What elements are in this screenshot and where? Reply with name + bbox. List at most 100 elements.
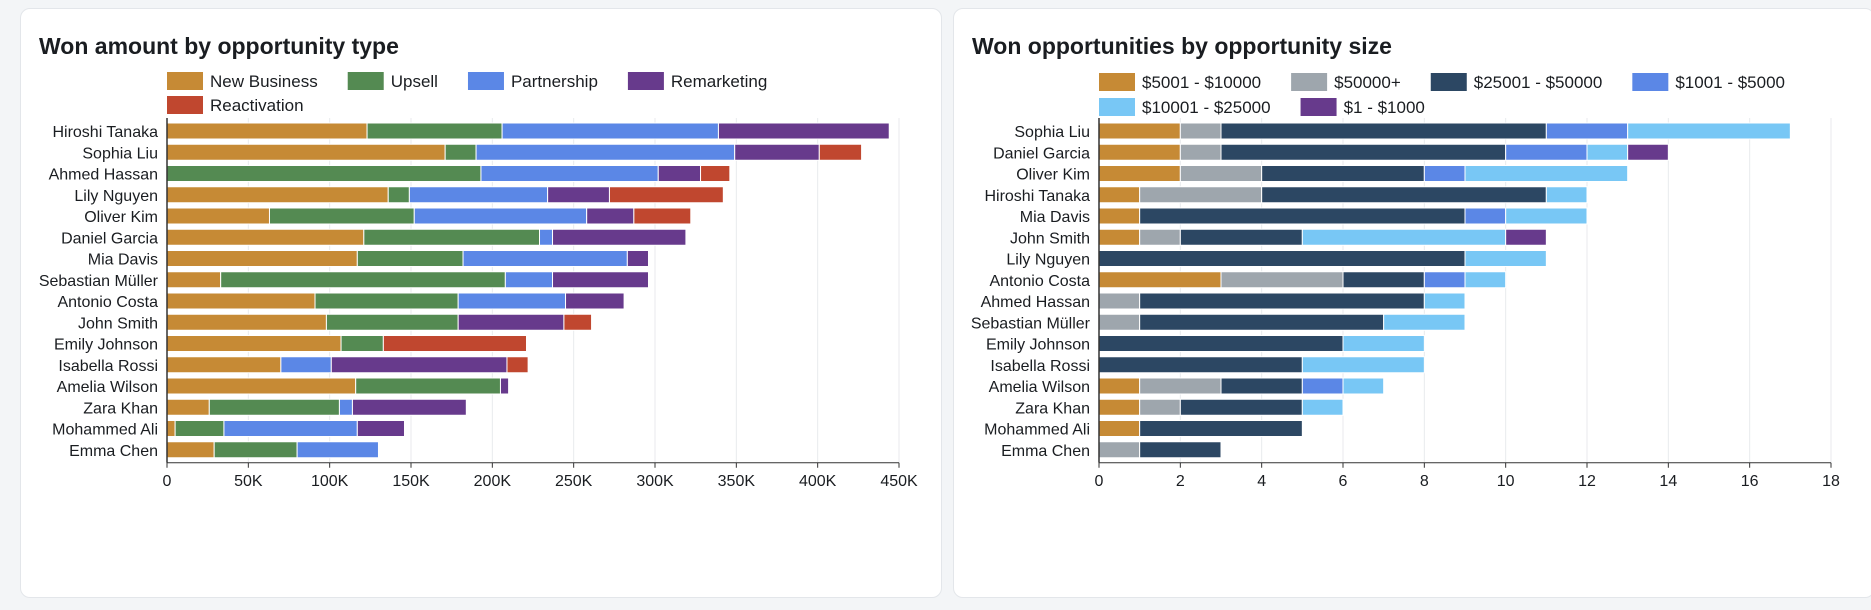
bar-50000 (1179, 165, 1263, 182)
bar-partnership (223, 420, 358, 437)
bar-upsell (444, 143, 477, 161)
category-label: Mia Davis (88, 252, 158, 269)
bar-upsell (268, 207, 415, 225)
bar-5001-10000 (1098, 122, 1181, 140)
won-amount-chart: New Business Upsell Partnership Remarketing… (39, 72, 918, 490)
bar-upsell (166, 165, 482, 182)
bar-50000 (1139, 228, 1181, 246)
bar-25001-50000 (1098, 356, 1303, 374)
bar-new-business (166, 335, 342, 352)
x-tick-label: 12 (1578, 473, 1596, 490)
bar-10001-25000 (1545, 186, 1588, 204)
legend-item: $25001 - $50000 (1430, 73, 1602, 92)
bar-remarketing (586, 207, 635, 225)
category-label: Sebastian Müller (39, 273, 159, 290)
bar-upsell (325, 313, 459, 331)
bar-upsell (387, 186, 410, 204)
legend-label: Reactivation (210, 96, 304, 115)
bar-1001-5000 (1505, 143, 1588, 161)
bar-partnership (480, 165, 659, 182)
bar-reactivation (608, 186, 724, 204)
bar-new-business (166, 186, 389, 204)
bar-remarketing (330, 356, 508, 374)
bar-10001-25000 (1342, 377, 1385, 395)
x-tick-label: 18 (1822, 473, 1840, 490)
category-label: Ahmed Hassan (49, 167, 158, 184)
bar-5001-10000 (1098, 271, 1222, 289)
legend-swatch (167, 72, 203, 90)
legend-swatch (1430, 73, 1467, 91)
legend-label: $1 - $1000 (1344, 98, 1425, 117)
bar-1001-5000 (1545, 122, 1629, 140)
bar-25001-50000 (1261, 186, 1547, 204)
bar-10001-25000 (1301, 356, 1425, 374)
bar-1-1000 (1627, 143, 1669, 161)
bar-25001-50000 (1179, 228, 1303, 246)
legend-item: $10001 - $25000 (1099, 98, 1271, 117)
x-tick-label: 400K (799, 473, 837, 490)
category-label: Isabella Rossi (58, 358, 158, 375)
bar-50000 (1220, 271, 1344, 289)
bar-reactivation (382, 335, 527, 352)
legend-label: $10001 - $25000 (1142, 98, 1271, 117)
legend-swatch (1099, 73, 1135, 91)
bar-5001-10000 (1098, 398, 1141, 416)
category-label: Daniel Garcia (993, 145, 1090, 162)
category-label: Emma Chen (69, 443, 158, 460)
bar-10001-25000 (1423, 292, 1466, 310)
bar-25001-50000 (1179, 398, 1303, 416)
category-label: Sebastian Müller (971, 315, 1091, 332)
category-label: Hiroshi Tanaka (984, 188, 1090, 205)
x-tick-label: 10 (1497, 473, 1515, 490)
bar-upsell (355, 377, 501, 395)
bar-reactivation (563, 313, 593, 331)
x-tick-label: 0 (163, 473, 172, 490)
chart-card-won-opportunities: Won opportunities by opportunity size $5… (953, 8, 1871, 598)
legend-label: $5001 - $10000 (1142, 73, 1261, 92)
legend-swatch (167, 96, 203, 114)
bar-1001-5000 (1301, 377, 1344, 395)
legend-item: Partnership (467, 72, 598, 91)
category-label: Lily Nguyen (74, 188, 158, 205)
x-tick-label: 350K (718, 473, 756, 490)
bar-50000 (1098, 292, 1141, 310)
bar-upsell (220, 271, 506, 289)
chart-card-won-amount: Won amount by opportunity type New Busin… (20, 8, 942, 598)
legend-label: $1001 - $5000 (1675, 73, 1785, 92)
category-label: Amelia Wilson (989, 379, 1090, 396)
bar-remarketing (565, 292, 625, 310)
x-tick-label: 450K (880, 473, 918, 490)
bar-5001-10000 (1098, 420, 1141, 437)
x-tick-label: 200K (474, 473, 512, 490)
bar-partnership (280, 356, 332, 374)
bar-10001-25000 (1464, 250, 1547, 267)
legend-item: Remarketing (627, 72, 767, 91)
legend-item: $50000+ (1291, 73, 1401, 92)
bar-reactivation (506, 356, 529, 374)
bar-remarketing (552, 271, 649, 289)
bar-upsell (314, 292, 459, 310)
x-tick-label: 6 (1339, 473, 1348, 490)
bar-remarketing (351, 398, 467, 416)
bar-5001-10000 (1098, 165, 1181, 182)
bar-10001-25000 (1342, 335, 1425, 352)
bar-5001-10000 (1098, 143, 1181, 161)
won-opportunities-chart: $5001 - $10000 $50000+ $25001 - $50000 $100… (971, 73, 1840, 490)
bar-50000 (1098, 441, 1141, 459)
bar-new-business (166, 271, 222, 289)
bar-5001-10000 (1098, 186, 1141, 204)
bar-new-business (166, 292, 316, 310)
x-tick-label: 14 (1659, 473, 1677, 490)
bar-new-business (166, 143, 446, 161)
legend-item: $1 - $1000 (1300, 98, 1425, 117)
legend-swatch (1632, 73, 1669, 91)
bar-new-business (166, 313, 327, 331)
category-label: Mia Davis (1020, 209, 1090, 226)
bar-25001-50000 (1220, 377, 1303, 395)
category-label: Hiroshi Tanaka (52, 124, 158, 141)
category-label: Antonio Costa (57, 294, 158, 311)
bar-reactivation (700, 165, 731, 182)
bar-remarketing (552, 228, 687, 246)
category-label: John Smith (1010, 230, 1090, 247)
x-tick-label: 2 (1176, 473, 1185, 490)
